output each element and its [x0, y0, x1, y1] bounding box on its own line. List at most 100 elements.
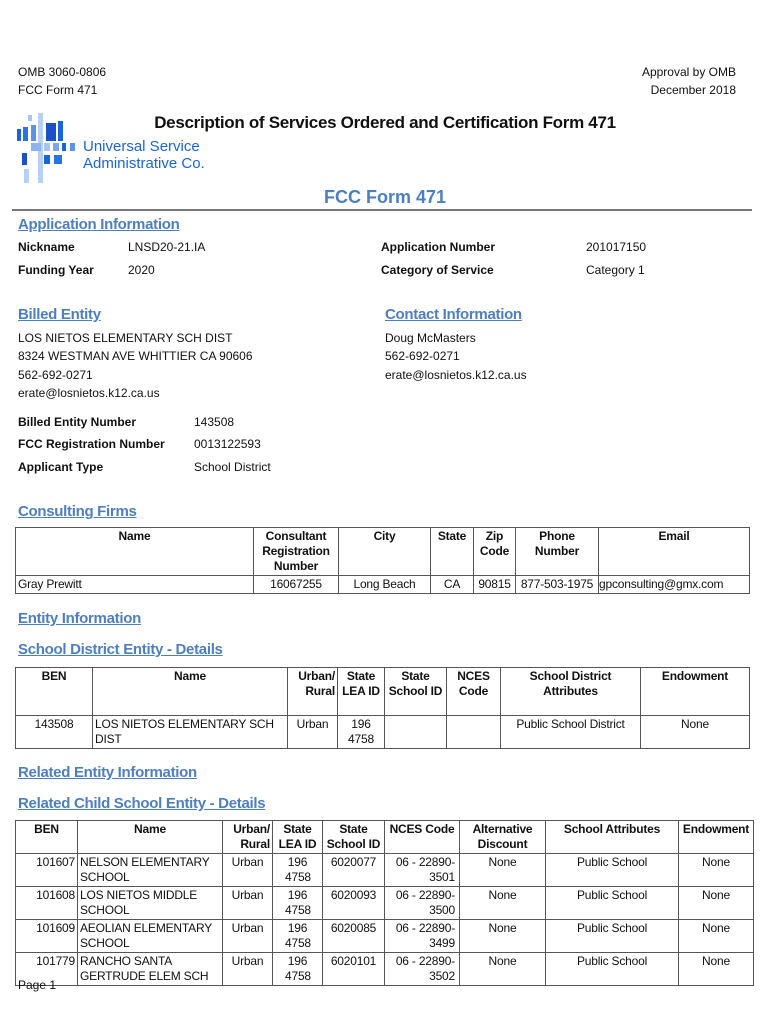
column-header: Zip Code — [473, 527, 516, 576]
cell: gpconsulting@gmx.com — [598, 575, 750, 594]
approval-text: Approval by OMB — [641, 65, 736, 79]
cell: 6020101 — [322, 952, 385, 986]
approval-date: December 2018 — [650, 83, 736, 97]
related-entity-heading: Related Entity Information — [18, 764, 197, 781]
column-header: BEN — [15, 820, 78, 854]
nickname-label: Nickname — [18, 240, 75, 254]
cell: Public School — [545, 853, 679, 887]
omb-number: OMB 3060-0806 — [18, 65, 107, 79]
cell: 196 4758 — [272, 853, 323, 887]
column-header: Urban/ Rural — [287, 667, 338, 716]
nickname-value: LNSD20-21.IA — [128, 240, 206, 254]
cell: 6020077 — [322, 853, 385, 887]
funding-year-value: 2020 — [128, 263, 155, 277]
fcc-reg-value: 0013122593 — [194, 437, 261, 451]
form-number: FCC Form 471 — [18, 83, 98, 97]
cell: 101607 — [15, 853, 78, 887]
contact-name: Doug McMasters — [385, 331, 476, 345]
application-info-heading: Application Information — [18, 216, 180, 233]
cell: 6020085 — [322, 919, 385, 953]
cell: 06 - 22890- 3501 — [384, 853, 460, 887]
usac-logo: Universal Service Administrative Co. — [14, 113, 214, 188]
column-header: Consultant Registration Number — [253, 527, 339, 576]
page-title: Description of Services Ordered and Cert… — [154, 113, 616, 132]
billed-name: LOS NIETOS ELEMENTARY SCH DIST — [18, 331, 233, 345]
table-row: Gray Prewitt 16067255 Long Beach CA 9081… — [15, 575, 750, 594]
cell: 16067255 — [253, 575, 339, 594]
applicant-type-label: Applicant Type — [18, 460, 104, 474]
cell: Urban — [222, 919, 273, 953]
cell — [384, 715, 447, 749]
column-header: NCES Code — [446, 667, 501, 716]
column-header: School District Attributes — [500, 667, 641, 716]
category-label: Category of Service — [381, 263, 494, 277]
cell: Urban — [222, 952, 273, 986]
cell: Public School District — [500, 715, 641, 749]
column-header: BEN — [15, 667, 93, 716]
application-number-label: Application Number — [381, 240, 496, 254]
ben-label: Billed Entity Number — [18, 415, 137, 429]
table-row: 101607 NELSON ELEMENTARY SCHOOL Urban 196 4… — [15, 853, 754, 887]
contact-phone: 562-692-0271 — [385, 349, 460, 363]
cell: Urban — [287, 715, 338, 749]
cell: None — [678, 919, 754, 953]
contact-email: erate@losnietos.k12.ca.us — [385, 368, 527, 382]
cell: 196 4758 — [337, 715, 385, 749]
applicant-type-value: School District — [194, 460, 271, 474]
cell: CA — [430, 575, 474, 594]
column-header: Name — [77, 820, 223, 854]
cell: 101609 — [15, 919, 78, 953]
column-header: State LEA ID — [337, 667, 385, 716]
cell: Urban — [222, 853, 273, 887]
contact-info-heading: Contact Information — [385, 306, 522, 323]
cell: Urban — [222, 886, 273, 920]
cell: 90815 — [473, 575, 516, 594]
cell — [446, 715, 501, 749]
cell: Public School — [545, 952, 679, 986]
table-row: 101779 RANCHO SANTA GERTRUDE ELEM SCH Urba… — [15, 952, 754, 986]
cell: 06 - 22890- 3499 — [384, 919, 460, 953]
consulting-table: Name Consultant Registration Number City… — [15, 527, 750, 594]
column-header: State School ID — [322, 820, 385, 854]
column-header: Phone Number — [515, 527, 599, 576]
cell: None — [678, 886, 754, 920]
column-header: Email — [598, 527, 750, 576]
logo-line-1: Universal Service — [83, 138, 200, 155]
cell: 101779 — [15, 952, 78, 986]
page-number: Page 1 — [18, 978, 57, 992]
form-subtitle: FCC Form 471 — [323, 187, 447, 207]
billed-entity-heading: Billed Entity — [18, 306, 101, 323]
logo-line-2: Administrative Co. — [83, 155, 205, 172]
billed-phone: 562-692-0271 — [18, 368, 93, 382]
cell: None — [459, 853, 546, 887]
billed-email: erate@losnietos.k12.ca.us — [18, 386, 160, 400]
cell: Long Beach — [338, 575, 431, 594]
table-row: 143508 LOS NIETOS ELEMENTARY SCH DIST Ur… — [15, 715, 750, 749]
fcc-reg-label: FCC Registration Number — [18, 437, 165, 451]
cell: Public School — [545, 886, 679, 920]
column-header: Name — [92, 667, 288, 716]
funding-year-label: Funding Year — [18, 263, 94, 277]
cell: LOS NIETOS MIDDLE SCHOOL — [77, 886, 223, 920]
cell: 101608 — [15, 886, 78, 920]
cell: RANCHO SANTA GERTRUDE ELEM SCH — [77, 952, 223, 986]
child-school-table: BEN Name Urban/ Rural State LEA ID State… — [15, 820, 754, 986]
school-district-heading: School District Entity - Details — [18, 641, 223, 658]
column-header: School Attributes — [545, 820, 679, 854]
cell: LOS NIETOS ELEMENTARY SCH DIST — [92, 715, 288, 749]
billed-address: 8324 WESTMAN AVE WHITTIER CA 90606 — [18, 349, 253, 363]
column-header: Name — [15, 527, 254, 576]
cell: AEOLIAN ELEMENTARY SCHOOL — [77, 919, 223, 953]
column-header: Endowment — [640, 667, 750, 716]
cell: 143508 — [15, 715, 93, 749]
related-child-heading: Related Child School Entity - Details — [18, 795, 266, 812]
table-header-row: BEN Name Urban/ Rural State LEA ID State… — [15, 820, 754, 854]
table-row: 101608 LOS NIETOS MIDDLE SCHOOL Urban 196 4… — [15, 886, 754, 920]
school-district-table: BEN Name Urban/ Rural State LEA ID State… — [15, 667, 750, 749]
cell: Gray Prewitt — [15, 575, 254, 594]
consulting-firms-heading: Consulting Firms — [18, 503, 137, 520]
cell: None — [678, 853, 754, 887]
category-value: Category 1 — [586, 263, 645, 277]
column-header: NCES Code — [384, 820, 460, 854]
column-header: Urban/ Rural — [222, 820, 273, 854]
